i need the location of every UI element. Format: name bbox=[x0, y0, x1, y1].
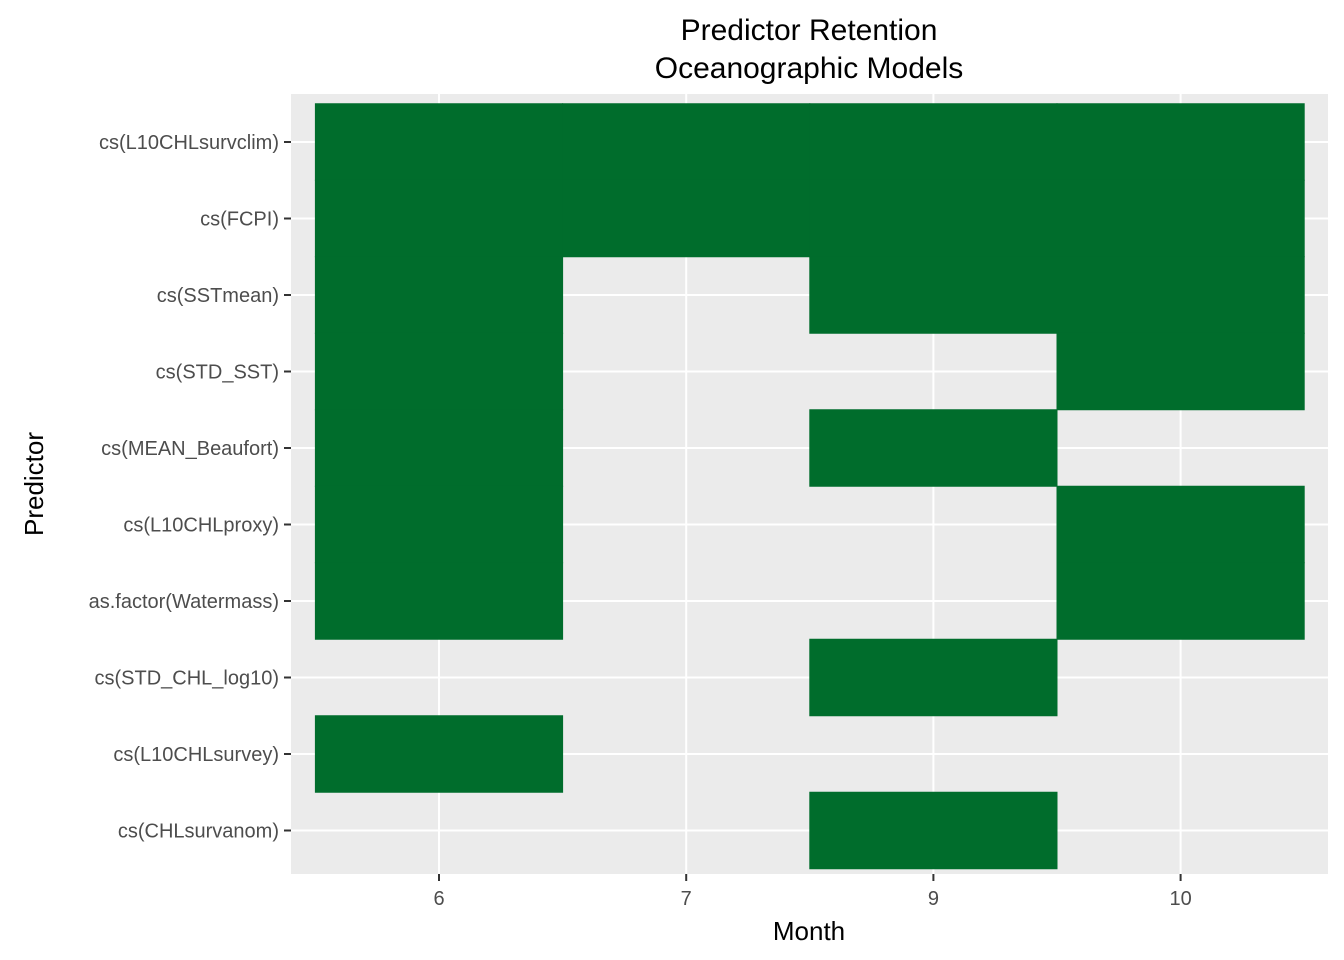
y-tick-label: cs(FCPI) bbox=[200, 209, 279, 231]
x-tick-label: 6 bbox=[433, 888, 444, 910]
y-axis-title: Predictor bbox=[19, 432, 49, 536]
chart-subtitle: Oceanographic Models bbox=[655, 52, 964, 85]
heatmap-tile bbox=[314, 332, 564, 411]
heatmap-tile bbox=[1056, 179, 1305, 258]
heatmap-tile bbox=[809, 409, 1058, 487]
y-tick-label: cs(MEAN_Beaufort) bbox=[101, 438, 279, 460]
heatmap-tile bbox=[314, 562, 564, 640]
heatmap-tile bbox=[314, 485, 564, 564]
y-tick-label: cs(SSTmean) bbox=[157, 285, 279, 307]
y-tick-label: cs(CHLsurvanom) bbox=[118, 821, 279, 843]
heatmap-tile bbox=[1056, 485, 1305, 564]
heatmap-tile bbox=[809, 256, 1058, 334]
heatmap-tile bbox=[1056, 562, 1305, 640]
heatmap-tile bbox=[562, 179, 811, 258]
heatmap-tile bbox=[809, 179, 1058, 258]
heatmap-tile bbox=[314, 179, 564, 258]
y-tick-label: cs(L10CHLproxy) bbox=[123, 515, 279, 537]
x-tick-label: 9 bbox=[928, 888, 939, 910]
heatmap-tile bbox=[1056, 256, 1305, 334]
tiles-layer bbox=[314, 103, 1305, 870]
heatmap-tile bbox=[1056, 103, 1305, 181]
chart-title: Predictor Retention bbox=[681, 14, 938, 47]
y-tick-label: as.factor(Watermass) bbox=[89, 591, 279, 613]
heatmap-tile bbox=[314, 103, 564, 181]
heatmap-tile bbox=[314, 256, 564, 334]
y-tick-label: cs(L10CHLsurvclim) bbox=[99, 132, 279, 154]
y-tick-label: cs(STD_SST) bbox=[156, 362, 279, 384]
y-tick-label: cs(L10CHLsurvey) bbox=[113, 744, 279, 766]
heatmap-tile bbox=[809, 103, 1058, 181]
y-tick-label: cs(STD_CHL_log10) bbox=[94, 668, 279, 690]
heatmap-tile bbox=[314, 715, 564, 793]
heatmap-tile bbox=[562, 103, 811, 181]
heatmap-tile bbox=[1056, 332, 1305, 411]
x-axis-title: Month bbox=[773, 916, 845, 946]
x-tick-label: 7 bbox=[681, 888, 692, 910]
x-tick-label: 10 bbox=[1169, 888, 1191, 910]
y-axis: cs(L10CHLsurvclim) cs(FCPI) cs(SSTmean) cs(… bbox=[89, 132, 291, 843]
heatmap-tile bbox=[809, 791, 1058, 870]
heatmap-tile bbox=[809, 638, 1058, 717]
x-axis: 6 7 9 10 bbox=[433, 874, 1192, 910]
heatmap-tile bbox=[314, 409, 564, 487]
